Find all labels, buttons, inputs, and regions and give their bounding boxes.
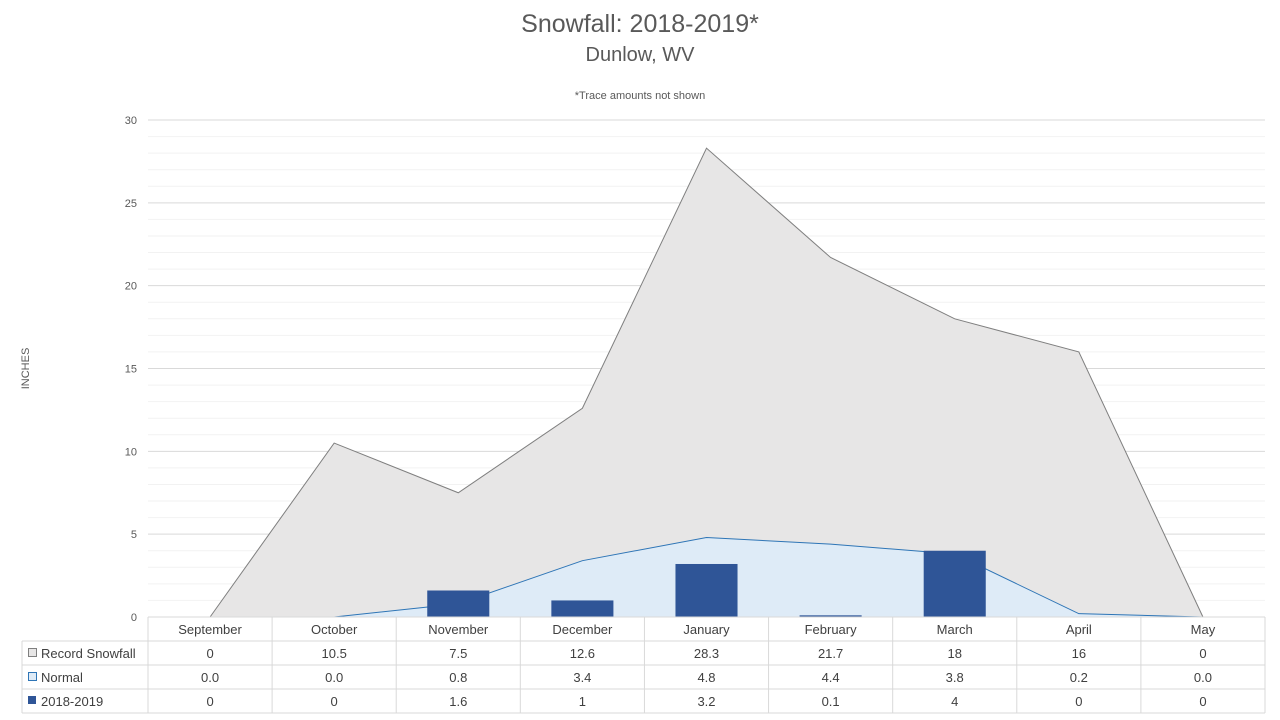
y-tick-label: 0	[131, 612, 137, 624]
legend-label: 2018-2019	[41, 694, 103, 709]
data-table-value: 0.0	[325, 670, 343, 685]
data-table-value: 0.0	[201, 670, 219, 685]
bar	[551, 600, 614, 617]
x-category-label: March	[937, 622, 973, 637]
legend-key-2018-2019	[28, 696, 36, 704]
data-table-value: 3.8	[946, 670, 964, 685]
y-tick-label: 20	[125, 281, 137, 293]
legend-label: Normal	[41, 670, 83, 685]
data-table-value: 1	[579, 694, 586, 709]
data-table-value: 4.8	[697, 670, 715, 685]
data-table-value: 12.6	[570, 646, 595, 661]
data-table-value: 0	[1199, 694, 1206, 709]
data-table-value: 4	[951, 694, 958, 709]
data-table-value: 0	[331, 694, 338, 709]
data-table-value: 0.0	[1194, 670, 1212, 685]
y-tick-label: 25	[125, 198, 137, 210]
data-table-value: 0	[1199, 646, 1206, 661]
data-table-value: 1.6	[449, 694, 467, 709]
chart-note: *Trace amounts not shown	[574, 90, 706, 102]
data-table-value: 0	[1075, 694, 1082, 709]
y-tick-label: 30	[125, 115, 137, 127]
data-table-value: 0.2	[1070, 670, 1088, 685]
data-table-value: 10.5	[322, 646, 347, 661]
bar	[923, 550, 986, 617]
x-category-label: November	[428, 622, 489, 637]
legend-key-normal	[28, 672, 37, 681]
data-table-value: 0.8	[449, 670, 467, 685]
x-category-label: May	[1191, 622, 1216, 637]
area-record-snowfall	[210, 148, 1203, 617]
data-table-value: 21.7	[818, 646, 843, 661]
x-category-label: January	[683, 622, 730, 637]
legend-label: Record Snowfall	[41, 646, 136, 661]
y-tick-label: 15	[125, 364, 137, 376]
x-category-label: April	[1066, 622, 1092, 637]
data-table-value: 28.3	[694, 646, 719, 661]
data-table-value: 0	[206, 646, 213, 661]
data-table-value: 0	[206, 694, 213, 709]
bar	[799, 615, 862, 617]
x-category-label: October	[311, 622, 358, 637]
chart-subtitle: Dunlow, WV	[585, 44, 695, 66]
x-category-label: September	[178, 622, 242, 637]
area-line-normal	[210, 536, 1203, 618]
data-table-value: 0.1	[822, 694, 840, 709]
legend-key-record-snowfall	[28, 648, 37, 657]
area-line-record-snowfall	[209, 147, 1204, 618]
data-table-value: 18	[947, 646, 961, 661]
data-table-value: 7.5	[449, 646, 467, 661]
data-table-value: 4.4	[822, 670, 840, 685]
x-category-label: December	[552, 622, 613, 637]
bar	[427, 590, 490, 617]
data-table-value: 16	[1072, 646, 1086, 661]
data-table-value: 3.4	[573, 670, 591, 685]
y-tick-label: 5	[131, 529, 137, 541]
x-category-label: February	[805, 622, 858, 637]
bar	[675, 563, 738, 617]
chart-title: Snowfall: 2018-2019*	[521, 10, 759, 38]
data-table-value: 3.2	[697, 694, 715, 709]
y-axis-title: INCHES	[20, 348, 32, 390]
y-tick-label: 10	[125, 446, 137, 458]
